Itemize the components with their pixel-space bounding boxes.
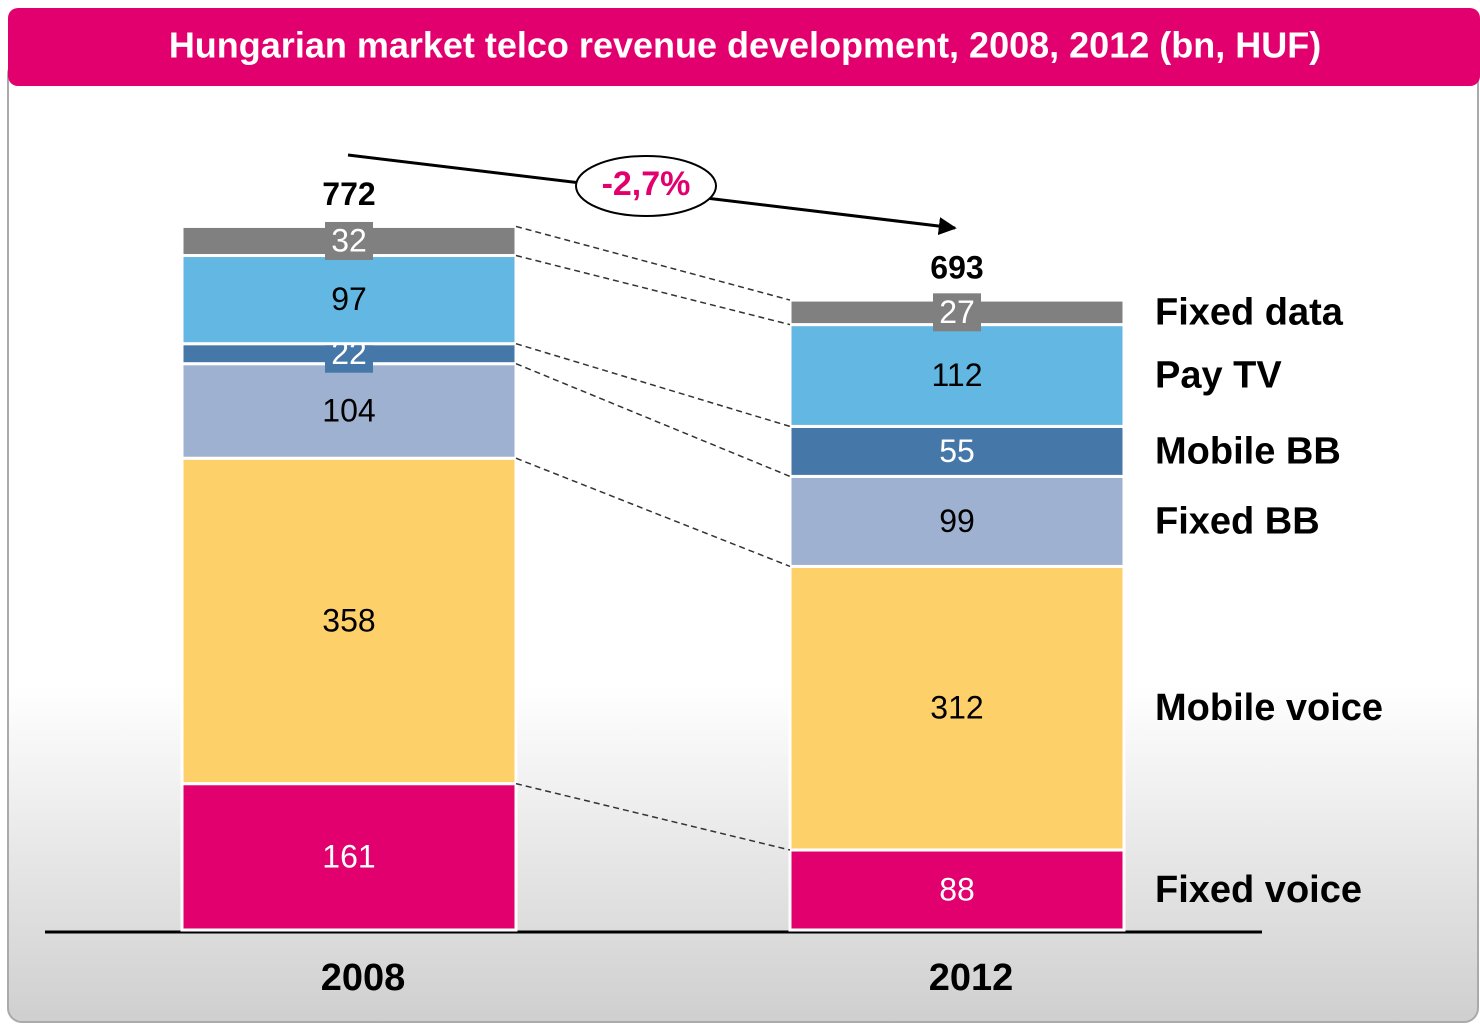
bar-segment [180, 456, 518, 786]
connector [515, 342, 791, 428]
bar-segment [180, 254, 518, 346]
connector [515, 782, 791, 851]
data-label: 112 [931, 357, 982, 393]
bar-segment [788, 323, 1126, 428]
data-label: 55 [939, 433, 975, 469]
bar-segment [180, 362, 518, 460]
data-label: 161 [322, 838, 375, 874]
annotation: -2,7% [602, 165, 691, 203]
connector [515, 254, 791, 326]
x-tick-label: 2012 [929, 957, 1014, 999]
title-bar [8, 8, 1480, 86]
bar-segment [788, 564, 1126, 852]
legend-label: Mobile voice [1155, 687, 1383, 729]
legend-label: Mobile BB [1155, 430, 1341, 472]
label-box [325, 221, 373, 260]
x-tick-label: 2008 [321, 957, 406, 999]
bar-segment [788, 474, 1126, 568]
bar-segment [788, 848, 1126, 932]
data-label: 32 [331, 222, 367, 258]
total-label: 772 [322, 176, 375, 212]
data-label: 88 [939, 871, 975, 907]
legend-label: Fixed BB [1155, 500, 1320, 542]
chart-title: Hungarian market telco revenue developme… [169, 25, 1321, 66]
total-label: 693 [930, 250, 983, 286]
connector [515, 225, 791, 301]
data-label: 358 [322, 602, 375, 638]
data-label: 104 [322, 392, 375, 428]
connector [515, 457, 791, 568]
data-label: 99 [939, 503, 975, 539]
annotation-bubble [575, 155, 717, 217]
data-label: 27 [939, 294, 975, 330]
label-box [933, 293, 981, 332]
legend-label: Pay TV [1155, 355, 1282, 397]
legend-label: Fixed voice [1155, 869, 1362, 911]
legend-label: Fixed data [1155, 291, 1344, 333]
data-label: 312 [930, 690, 983, 726]
data-label: 97 [331, 281, 367, 317]
